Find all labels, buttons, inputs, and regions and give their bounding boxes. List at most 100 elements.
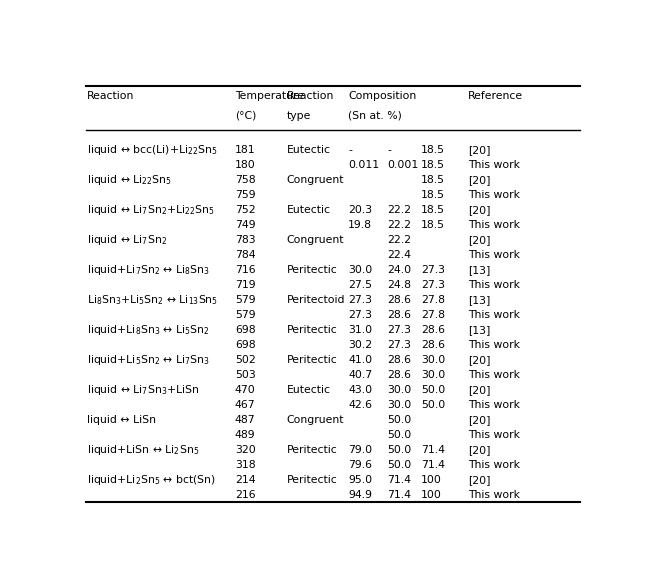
Text: 28.6: 28.6 [421,340,445,350]
Text: 79.0: 79.0 [348,445,372,455]
Text: 18.5: 18.5 [421,220,445,230]
Text: 31.0: 31.0 [348,325,372,335]
Text: 50.0: 50.0 [421,385,445,395]
Text: 749: 749 [235,220,255,230]
Text: 30.2: 30.2 [348,340,372,350]
Text: Congruent: Congruent [287,235,344,245]
Text: 28.6: 28.6 [421,325,445,335]
Text: 22.2: 22.2 [387,235,411,245]
Text: (Sn at. %): (Sn at. %) [348,111,402,121]
Text: 27.3: 27.3 [387,340,411,350]
Text: 758: 758 [235,176,255,185]
Text: 95.0: 95.0 [348,475,372,484]
Text: 180: 180 [235,160,255,170]
Text: 27.3: 27.3 [421,280,445,290]
Text: 22.2: 22.2 [387,205,411,215]
Text: [13]: [13] [468,265,491,275]
Text: [20]: [20] [468,176,491,185]
Text: 50.0: 50.0 [387,445,412,455]
Text: Reaction: Reaction [87,91,135,101]
Text: Reference: Reference [468,91,523,101]
Text: 467: 467 [235,400,255,410]
Text: 579: 579 [235,310,255,320]
Text: 489: 489 [235,430,255,439]
Text: 28.6: 28.6 [387,355,411,365]
Text: [13]: [13] [468,325,491,335]
Text: 28.6: 28.6 [387,370,411,380]
Text: 28.6: 28.6 [387,310,411,320]
Text: Peritectic: Peritectic [287,445,337,455]
Text: 18.5: 18.5 [421,145,445,156]
Text: (°C): (°C) [235,111,256,121]
Text: 22.2: 22.2 [387,220,411,230]
Text: Eutectic: Eutectic [287,145,331,156]
Text: This work: This work [468,220,520,230]
Text: This work: This work [468,490,520,499]
Text: 41.0: 41.0 [348,355,372,365]
Text: This work: This work [468,400,520,410]
Text: liquid+LiSn ↔ Li$_2$Sn$_5$: liquid+LiSn ↔ Li$_2$Sn$_5$ [87,443,200,457]
Text: This work: This work [468,250,520,260]
Text: 27.3: 27.3 [348,295,372,305]
Text: Eutectic: Eutectic [287,385,331,395]
Text: This work: This work [468,459,520,470]
Text: 50.0: 50.0 [421,400,445,410]
Text: 698: 698 [235,340,255,350]
Text: 40.7: 40.7 [348,370,372,380]
Text: 18.5: 18.5 [421,190,445,201]
Text: Peritectic: Peritectic [287,325,337,335]
Text: 43.0: 43.0 [348,385,372,395]
Text: [20]: [20] [468,445,491,455]
Text: 94.9: 94.9 [348,490,372,499]
Text: 24.8: 24.8 [387,280,411,290]
Text: 698: 698 [235,325,255,335]
Text: 30.0: 30.0 [387,400,412,410]
Text: 181: 181 [235,145,255,156]
Text: 719: 719 [235,280,255,290]
Text: 318: 318 [235,459,255,470]
Text: 18.5: 18.5 [421,205,445,215]
Text: liquid ↔ Li$_7$Sn$_2$: liquid ↔ Li$_7$Sn$_2$ [87,233,167,247]
Text: 100: 100 [421,490,442,499]
Text: 18.5: 18.5 [421,176,445,185]
Text: Congruent: Congruent [287,176,344,185]
Text: Congruent: Congruent [287,415,344,425]
Text: 27.8: 27.8 [421,295,445,305]
Text: 0.011: 0.011 [348,160,380,170]
Text: Reaction: Reaction [287,91,334,101]
Text: 503: 503 [235,370,255,380]
Text: 22.4: 22.4 [387,250,411,260]
Text: liquid+Li$_5$Sn$_2$ ↔ Li$_7$Sn$_3$: liquid+Li$_5$Sn$_2$ ↔ Li$_7$Sn$_3$ [87,353,210,367]
Text: Peritectic: Peritectic [287,265,337,275]
Text: 18.5: 18.5 [421,160,445,170]
Text: liquid+Li$_2$Sn$_5$ ↔ bct(Sn): liquid+Li$_2$Sn$_5$ ↔ bct(Sn) [87,473,216,487]
Text: 27.3: 27.3 [387,325,411,335]
Text: 502: 502 [235,355,255,365]
Text: This work: This work [468,430,520,439]
Text: 27.3: 27.3 [421,265,445,275]
Text: 216: 216 [235,490,255,499]
Text: 42.6: 42.6 [348,400,372,410]
Text: 71.4: 71.4 [421,459,445,470]
Text: Peritectoid: Peritectoid [287,295,345,305]
Text: 0.001: 0.001 [387,160,419,170]
Text: 27.8: 27.8 [421,310,445,320]
Text: 752: 752 [235,205,255,215]
Text: 30.0: 30.0 [387,385,412,395]
Text: 71.4: 71.4 [421,445,445,455]
Text: 100: 100 [421,475,442,484]
Text: 71.4: 71.4 [387,475,411,484]
Text: liquid ↔ Li$_7$Sn$_3$+LiSn: liquid ↔ Li$_7$Sn$_3$+LiSn [87,383,200,397]
Text: 487: 487 [235,415,255,425]
Text: 50.0: 50.0 [387,459,412,470]
Text: 50.0: 50.0 [387,415,412,425]
Text: This work: This work [468,310,520,320]
Text: 320: 320 [235,445,255,455]
Text: 28.6: 28.6 [387,295,411,305]
Text: 30.0: 30.0 [421,370,445,380]
Text: This work: This work [468,280,520,290]
Text: 19.8: 19.8 [348,220,372,230]
Text: 79.6: 79.6 [348,459,372,470]
Text: 30.0: 30.0 [421,355,445,365]
Text: This work: This work [468,190,520,201]
